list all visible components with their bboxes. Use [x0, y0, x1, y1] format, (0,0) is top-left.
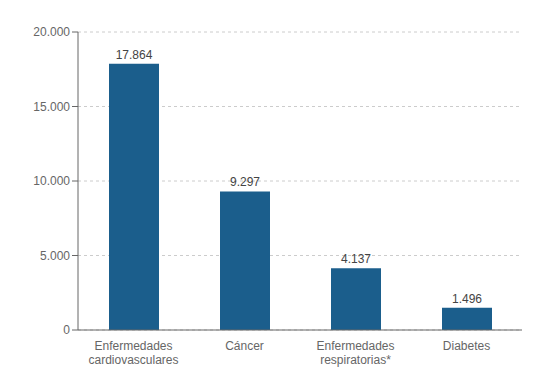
svg-text:Enfermedadesrespiratorias*: Enfermedadesrespiratorias*: [316, 339, 394, 367]
svg-text:15.000: 15.000: [33, 100, 70, 114]
svg-text:9.297: 9.297: [230, 175, 260, 189]
svg-text:Diabetes: Diabetes: [443, 339, 490, 353]
svg-text:Cáncer: Cáncer: [225, 339, 264, 353]
svg-text:10.000: 10.000: [33, 174, 70, 188]
svg-text:1.496: 1.496: [452, 292, 482, 306]
svg-text:5.000: 5.000: [40, 249, 70, 263]
svg-text:20.000: 20.000: [33, 25, 70, 39]
svg-text:Enfermedadescardiovasculares: Enfermedadescardiovasculares: [88, 339, 178, 367]
svg-text:4.137: 4.137: [341, 252, 371, 266]
svg-text:17.864: 17.864: [116, 48, 153, 62]
svg-text:0: 0: [63, 323, 70, 337]
